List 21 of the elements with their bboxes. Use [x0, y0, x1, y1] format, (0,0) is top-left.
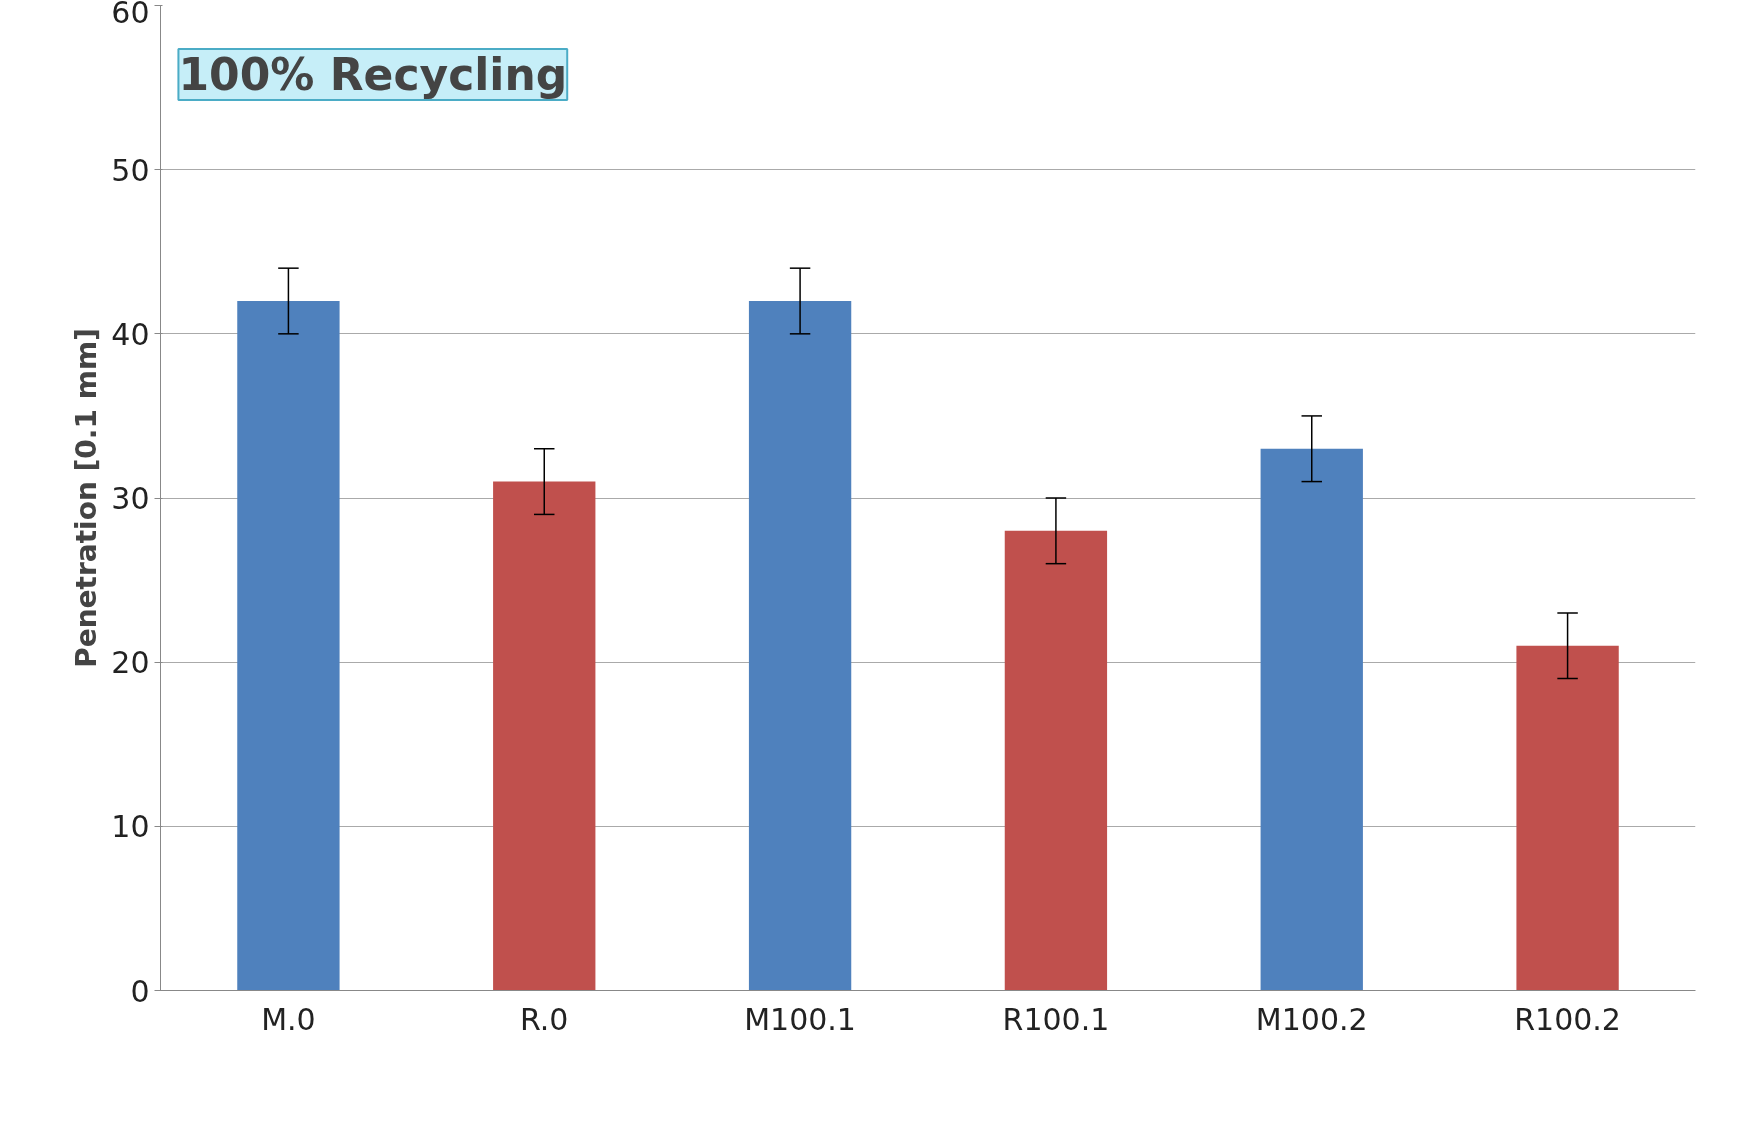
bar	[237, 301, 340, 991]
y-tick-label: 60	[111, 0, 150, 30]
bar	[1260, 448, 1363, 991]
x-tick-label: R100.1	[1002, 1001, 1110, 1037]
x-tick-label: R.0	[520, 1001, 569, 1037]
y-tick-label: 0	[130, 973, 150, 1009]
y-tick-label: 40	[111, 316, 150, 352]
y-tick-label: 50	[111, 152, 150, 188]
bar	[748, 301, 852, 991]
x-tick-label: M100.1	[744, 1001, 856, 1037]
x-tick-label: M.0	[261, 1001, 316, 1037]
x-tick-label: R100.2	[1514, 1001, 1621, 1037]
y-tick-label: 20	[111, 645, 150, 681]
y-tick-label: 30	[111, 481, 150, 516]
bar	[1516, 645, 1619, 991]
y-axis-title: Penetration [0.1 mm]	[70, 328, 104, 668]
bar	[493, 481, 596, 991]
text: 100% Recycling	[178, 48, 568, 100]
y-tick-label: 10	[111, 809, 150, 845]
bar	[1004, 530, 1108, 991]
x-tick-label: M100.2	[1255, 1001, 1368, 1037]
